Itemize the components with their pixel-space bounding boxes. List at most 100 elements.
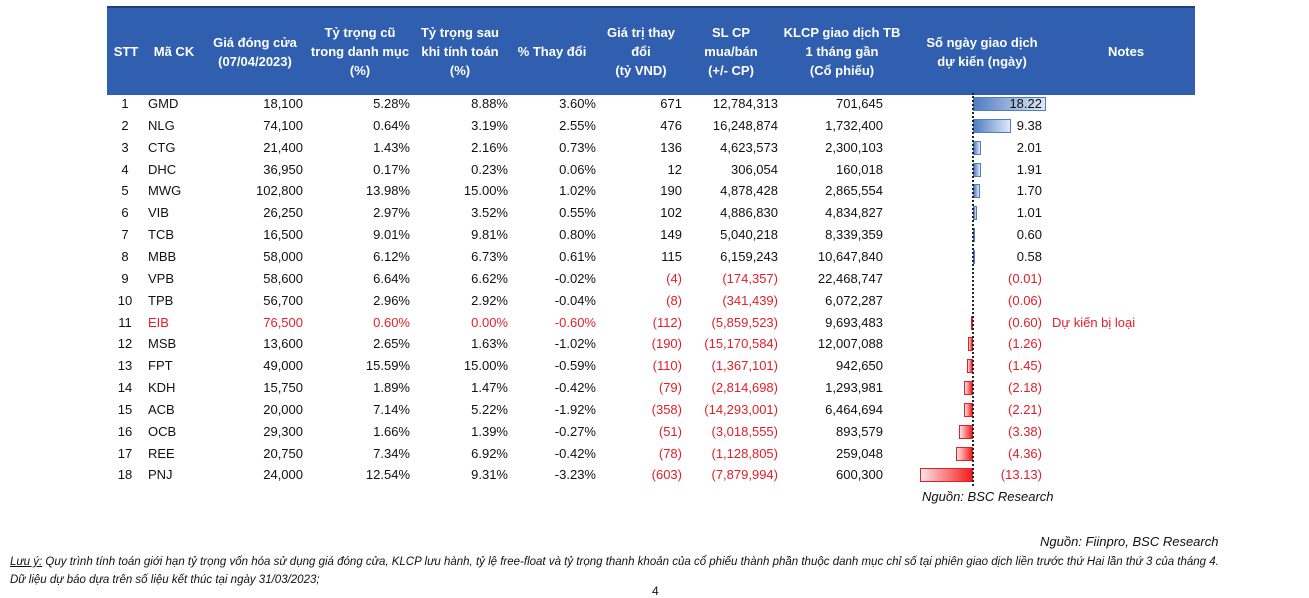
cell-stt: 5: [121, 183, 129, 199]
cell-days: (3.38): [1008, 423, 1042, 439]
cell-close: 15,750: [263, 380, 303, 396]
header-cell: Tỷ trọng sau khi tính toán (%): [420, 25, 499, 78]
cell-val: 102: [660, 205, 682, 221]
cell-stt: 12: [117, 336, 133, 352]
page-number: 4: [652, 584, 659, 598]
cell-val: (78): [658, 445, 682, 461]
header-cell: STT: [113, 44, 139, 59]
cell-days: (1.26): [1008, 336, 1042, 352]
cell-chg: 0.80%: [559, 227, 596, 243]
cell-close: 58,600: [263, 270, 303, 286]
cell-chg: -1.92%: [554, 401, 596, 417]
cell-val: 115: [661, 248, 682, 264]
cell-old: 9.01%: [373, 227, 410, 243]
table-row: 3 CTG 21,400 1.43% 2.16% 0.73% 136 4,623,573 2,3…: [0, 137, 1309, 159]
cell-code: ACB: [148, 401, 175, 417]
cell-stt: 8: [121, 248, 129, 264]
cell-days: (4.36): [1008, 445, 1042, 461]
cell-old: 1.43%: [373, 139, 410, 155]
header-cell: Mã CK: [153, 44, 195, 59]
cell-sl: (5,859,523): [711, 314, 779, 330]
table-row: 6 VIB 26,250 2.97% 3.52% 0.55% 102 4,886,830 4,8…: [0, 202, 1309, 224]
footnote-text: Quy trình tính toán giới hạn tỷ trọng vố…: [42, 556, 1219, 568]
cell-chg: -3.23%: [554, 467, 596, 483]
header-cell: Giá đóng cửa (07/04/2023): [213, 34, 297, 69]
days-bar: [959, 424, 973, 439]
cell-val: 671: [660, 96, 682, 111]
cell-stt: 14: [117, 380, 133, 396]
cell-close: 74,100: [263, 117, 303, 133]
cell-new: 1.63%: [471, 336, 508, 352]
cell-val: (358): [651, 401, 682, 417]
cell-klcp: 259,048: [836, 445, 883, 461]
cell-new: 0.23%: [471, 161, 508, 177]
cell-code: DHC: [148, 161, 177, 177]
cell-new: 0.00%: [471, 314, 508, 330]
table-row: 5 MWG 102,800 13.98% 15.00% 1.02% 190 4,878,428…: [0, 180, 1309, 202]
table-row: 16 OCB 29,300 1.66% 1.39% -0.27% (51) (3,018,55…: [0, 421, 1309, 443]
cell-code: GMD: [148, 96, 179, 111]
cell-days: (2.21): [1008, 401, 1042, 417]
table-row: 18 PNJ 24,000 12.54% 9.31% -3.23% (603) (7,879,…: [0, 464, 1309, 486]
cell-old: 7.34%: [373, 445, 410, 461]
days-bar: [920, 468, 973, 483]
header-cell: Giá trị thay đổi (tỷ VND): [607, 25, 675, 78]
cell-code: VPB: [148, 270, 175, 286]
cell-stt: 3: [121, 139, 129, 155]
cell-klcp: 8,339,359: [825, 227, 883, 243]
cell-old: 2.97%: [373, 205, 410, 221]
cell-close: 102,800: [256, 183, 303, 199]
cell-val: (112): [652, 314, 682, 330]
cell-val: (4): [666, 270, 682, 286]
cell-val: (190): [651, 336, 682, 352]
cell-close: 13,600: [263, 336, 303, 352]
cell-code: TCB: [148, 227, 174, 243]
cell-klcp: 6,464,694: [825, 401, 883, 417]
cell-stt: 11: [118, 314, 132, 330]
cell-sl: (15,170,584): [704, 336, 778, 352]
header-cell: KLCP giao dịch TB 1 tháng gần (Cổ phiếu): [783, 25, 901, 78]
footnote-label: Lưu ý:: [10, 556, 43, 568]
cell-chg: 3.60%: [559, 96, 596, 111]
cell-code: VIB: [148, 205, 169, 221]
table-row: 7 TCB 16,500 9.01% 9.81% 0.80% 149 5,040,218 8,3…: [0, 224, 1309, 246]
cell-new: 9.81%: [471, 227, 508, 243]
cell-close: 26,250: [263, 205, 303, 221]
cell-code: TPB: [148, 292, 174, 308]
cell-chg: 0.55%: [559, 205, 596, 221]
cell-sl: (7,879,994): [711, 467, 779, 483]
cell-klcp: 600,300: [836, 467, 883, 483]
cell-klcp: 9,693,483: [825, 314, 883, 330]
cell-code: PNJ: [148, 467, 173, 483]
header-cell: % Thay đổi: [517, 44, 587, 59]
table-row: 9 VPB 58,600 6.64% 6.62% -0.02% (4) (174,357) 22…: [0, 268, 1309, 290]
table-row: 1 GMD 18,100 5.28% 8.88% 3.60% 671 12,784,313 70…: [0, 93, 1309, 115]
cell-sl: 16,248,874: [712, 117, 778, 133]
cell-chg: 0.73%: [559, 139, 596, 155]
cell-old: 0.60%: [373, 314, 410, 330]
cell-new: 15.00%: [463, 358, 508, 374]
cell-code: CTG: [148, 139, 176, 155]
cell-old: 13.98%: [365, 183, 410, 199]
cell-close: 36,950: [263, 161, 303, 177]
cell-days: 0.60: [1016, 227, 1042, 243]
table-header: STT Mã CK Giá đóng cửa (07/04/2023) Tỷ trọn…: [107, 6, 1195, 95]
table-source: Nguồn: BSC Research: [922, 489, 1054, 504]
cell-klcp: 10,647,840: [817, 248, 883, 264]
cell-stt: 16: [117, 423, 133, 439]
cell-new: 1.47%: [471, 380, 508, 396]
cell-days: 0.58: [1016, 248, 1042, 264]
cell-days: (1.45): [1008, 358, 1042, 374]
cell-stt: 1: [121, 96, 129, 111]
cell-sl: (341,439): [722, 292, 778, 308]
cell-klcp: 2,865,554: [825, 183, 883, 199]
cell-old: 7.14%: [373, 401, 410, 417]
cell-sl: 306,054: [731, 161, 778, 177]
cell-stt: 10: [117, 292, 133, 308]
cell-chg: -0.04%: [554, 292, 596, 308]
cell-klcp: 893,579: [836, 423, 883, 439]
cell-val: (51): [658, 423, 682, 439]
cell-old: 2.96%: [373, 292, 410, 308]
cell-code: KDH: [148, 380, 176, 396]
cell-new: 6.62%: [471, 270, 508, 286]
